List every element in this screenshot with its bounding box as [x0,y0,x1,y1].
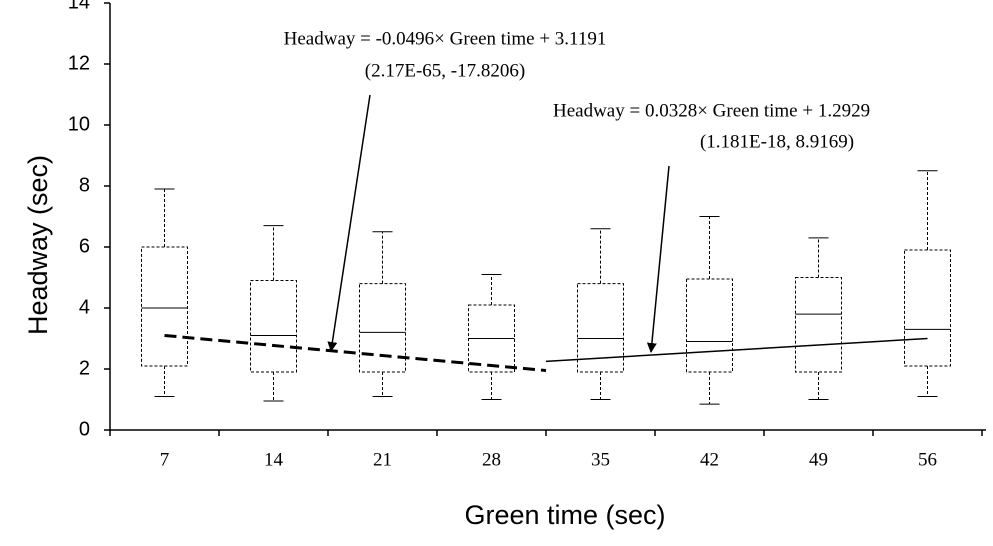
x-tick-label: 7 [160,449,170,470]
x-tick-label: 21 [373,449,392,470]
y-tick-label: 4 [79,296,90,318]
y-tick-label: 10 [68,113,90,135]
annotation: (2.17E-65, -17.8206) [365,60,525,81]
box [686,278,733,373]
box [795,277,842,373]
y-tick-label: 8 [79,174,90,196]
y-tick-label: 2 [79,357,90,379]
x-axis-label: Green time (sec) [464,500,665,530]
box [904,249,951,367]
y-tick-label: 0 [79,418,90,440]
annotation: (1.181E-18, 8.9169) [700,131,854,152]
x-tick-label: 56 [918,449,937,470]
y-tick-label: 14 [68,0,90,13]
y-tick-label: 12 [68,52,90,74]
x-tick-label: 42 [700,449,719,470]
box [250,280,297,373]
x-tick-label: 28 [482,449,501,470]
x-tick-label: 14 [264,449,284,470]
annotation: Headway = -0.0496× Green time + 3.1191 [284,28,607,49]
box [141,246,188,367]
annotation-arrow [327,94,371,352]
x-tick-label: 49 [809,449,828,470]
x-tick-label: 35 [591,449,610,470]
fit-line [164,333,547,373]
y-axis-label: Headway (sec) [23,155,53,335]
fit-line [545,337,928,363]
annotation: Headway = 0.0328× Green time + 1.2929 [553,100,870,121]
y-tick-label: 6 [79,235,90,257]
box [359,283,406,373]
annotation-arrow [646,165,670,353]
